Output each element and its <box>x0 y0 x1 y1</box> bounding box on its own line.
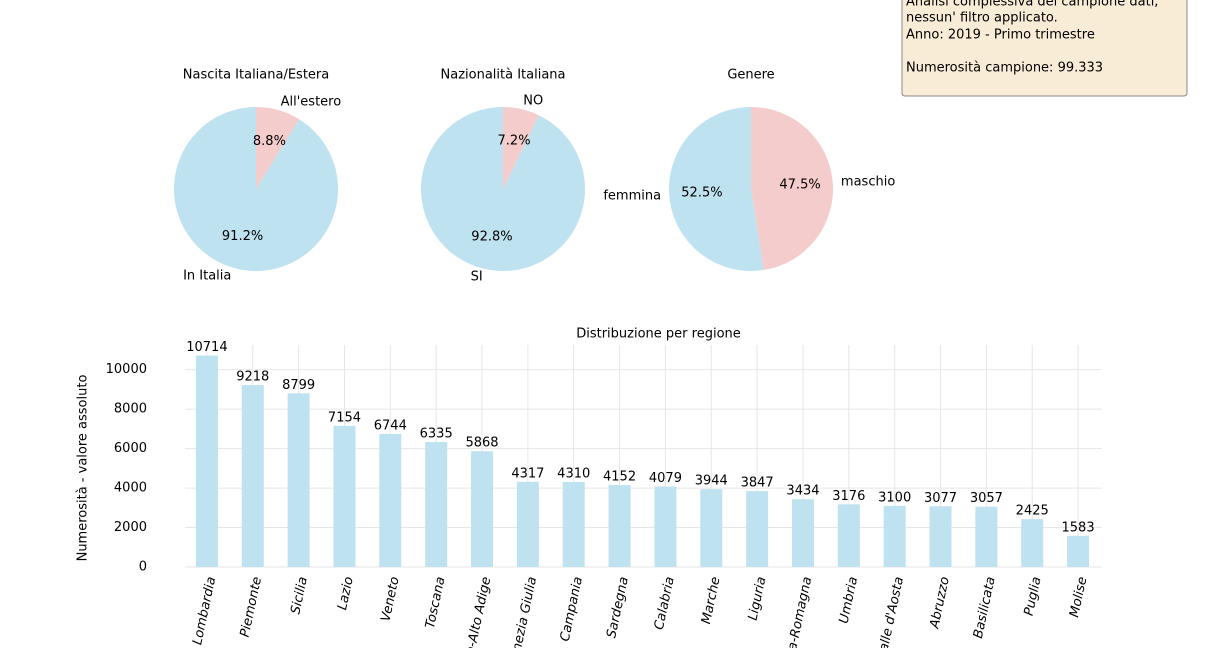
x-tick-label: Marche <box>699 575 724 625</box>
x-tick-label: Lazio <box>335 575 357 611</box>
x-tick-label: Molise <box>1067 575 1090 618</box>
x-tick-label: Toscana <box>423 575 449 629</box>
info-box: Analisi complessiva del campione dati,ne… <box>901 0 1188 97</box>
x-tick-label: Valle d'Aosta <box>875 575 907 648</box>
data-label: 3176 <box>832 489 865 504</box>
y-tick-label: 8000 <box>114 402 147 417</box>
bar <box>379 433 402 567</box>
bar <box>608 485 631 567</box>
data-label: 3847 <box>741 476 774 491</box>
chart-title: Nazionalità Italiana <box>441 68 566 83</box>
pie-slice <box>751 107 834 270</box>
y-tick-label: 10000 <box>106 362 147 377</box>
chart-title: Nascita Italiana/Estera <box>183 68 330 83</box>
pie-chart: Nazionalità Italiana SI 92.8% NO 7.2% <box>421 68 585 284</box>
slice-label: NO <box>523 94 543 109</box>
data-label: 5868 <box>465 436 498 451</box>
x-tick-label: Veneto <box>379 575 403 623</box>
slice-label: femmina <box>603 189 661 204</box>
y-tick-label: 6000 <box>114 441 147 456</box>
y-tick-label: 4000 <box>114 481 147 496</box>
info-line: Numerosità campione: 99.333 <box>906 61 1103 76</box>
x-tick-label: Basilicata <box>971 575 999 639</box>
x-tick-label: Campania <box>558 575 586 642</box>
y-axis-label: Numerosità - valore assoluto <box>76 375 91 562</box>
data-label: 4079 <box>649 471 682 486</box>
bar <box>425 441 448 567</box>
bar <box>1067 535 1090 567</box>
chart-title: Genere <box>727 68 774 83</box>
bar <box>975 506 998 567</box>
pie-slice <box>503 107 539 189</box>
slice-label: maschio <box>841 174 895 189</box>
bar <box>837 504 860 567</box>
data-label: 4310 <box>557 466 590 481</box>
x-tick-label: Emilia-Romagna <box>779 575 816 648</box>
data-label: 3077 <box>924 491 957 506</box>
bar <box>700 489 723 567</box>
slice-label: In Italia <box>183 268 231 283</box>
slice-label: SI <box>471 269 483 284</box>
y-tick-label: 2000 <box>114 520 147 535</box>
data-label: 3944 <box>695 474 728 489</box>
data-label: 6744 <box>374 418 407 433</box>
bar <box>746 491 769 567</box>
data-label: 2425 <box>1016 504 1049 519</box>
x-tick-label: Abruzzo <box>927 575 953 630</box>
bar <box>929 506 952 567</box>
value-label: 52.5% <box>681 185 722 200</box>
bar <box>241 385 264 567</box>
bar <box>195 355 218 567</box>
pie-slice <box>669 107 764 271</box>
data-label: 7154 <box>328 410 361 425</box>
info-line: Anno: 2019 - Primo trimestre <box>906 28 1095 43</box>
bar <box>333 425 356 567</box>
chart-title: Distribuzione per regione <box>576 327 741 342</box>
data-label: 3057 <box>970 491 1003 506</box>
data-label: 1583 <box>1062 520 1095 535</box>
bar <box>562 481 585 567</box>
x-tick-label: Trentino-Alto Adige <box>454 575 495 648</box>
value-label: 91.2% <box>222 229 263 244</box>
y-tick-label: 0 <box>139 560 147 575</box>
data-label: 6335 <box>420 426 453 441</box>
x-tick-label: Liguria <box>746 575 770 621</box>
bar <box>883 505 906 567</box>
pie-chart: Genere femmina 52.5% maschio 47.5% <box>603 68 895 271</box>
pie-slice <box>256 107 300 189</box>
info-box-frame <box>901 0 1188 97</box>
data-label: 8799 <box>282 378 315 393</box>
x-tick-label: Friuli-Venezia Giulia <box>499 575 540 648</box>
data-label: 3434 <box>786 484 819 499</box>
bar <box>791 499 814 567</box>
x-tick-label: Sardegna <box>604 575 632 639</box>
info-line: Analisi complessiva del campione dati, <box>906 0 1158 10</box>
data-label: 4152 <box>603 470 636 485</box>
slice-label: All'estero <box>281 95 342 110</box>
value-label: 47.5% <box>779 178 820 193</box>
x-tick-label: Sicilia <box>288 575 311 615</box>
x-tick-label: Umbria <box>837 575 862 624</box>
x-tick-label: Puglia <box>1022 575 1045 617</box>
data-label: 9218 <box>236 370 269 385</box>
x-tick-label: Calabria <box>652 575 678 631</box>
x-tick-label: Piemonte <box>238 575 265 638</box>
info-line: nessun' filtro applicato. <box>906 11 1058 26</box>
data-label: 10714 <box>186 340 227 355</box>
data-label: 3100 <box>878 490 911 505</box>
bar <box>516 481 539 567</box>
data-label: 4317 <box>511 466 544 481</box>
bar <box>287 393 310 567</box>
bar <box>471 451 494 567</box>
pie-chart: Nascita Italiana/Estera In Italia 91.2% All… <box>173 68 342 283</box>
bar <box>654 486 677 567</box>
value-label: 7.2% <box>498 134 531 149</box>
value-label: 92.8% <box>471 229 512 244</box>
x-tick-label: Lombardia <box>190 575 219 646</box>
value-label: 8.8% <box>253 134 286 149</box>
bar <box>1021 519 1044 567</box>
